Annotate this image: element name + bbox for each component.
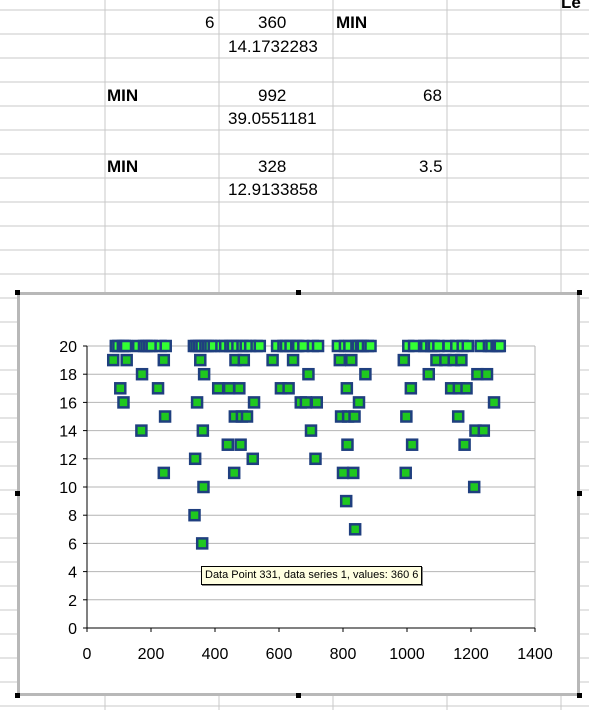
cell-r9c1[interactable]: MIN [107, 157, 139, 176]
resize-handle-tr[interactable] [577, 290, 582, 295]
resize-handle-tl[interactable] [15, 290, 20, 295]
cell-r1c2[interactable]: 6 [205, 13, 215, 32]
resize-handle-tm[interactable] [296, 290, 301, 295]
cell-r10c3[interactable]: 12.9133858 [228, 180, 318, 199]
cell-r2c3[interactable]: 14.1732283 [228, 37, 318, 56]
cell-r1c3[interactable]: 360 [258, 13, 287, 32]
cell-r1c4[interactable]: MIN [336, 13, 368, 32]
resize-handle-mr[interactable] [577, 491, 582, 496]
cell-r9c4[interactable]: 3.5 [419, 157, 443, 176]
cell-r9c3[interactable]: 328 [258, 157, 287, 176]
column-header-partial: Le [561, 0, 581, 12]
cell-r5c4[interactable]: 68 [423, 86, 442, 105]
cell-r5c3[interactable]: 992 [258, 86, 287, 105]
resize-handle-bl[interactable] [15, 693, 20, 698]
data-point-tooltip: Data Point 331, data series 1, values: 3… [201, 566, 423, 585]
resize-handle-bm[interactable] [296, 693, 301, 698]
cell-r6c3[interactable]: 39.0551181 [228, 109, 317, 128]
resize-handle-br[interactable] [577, 693, 582, 698]
cell-r5c1[interactable]: MIN [107, 86, 139, 105]
chart-object[interactable] [17, 292, 580, 696]
resize-handle-ml[interactable] [15, 491, 20, 496]
